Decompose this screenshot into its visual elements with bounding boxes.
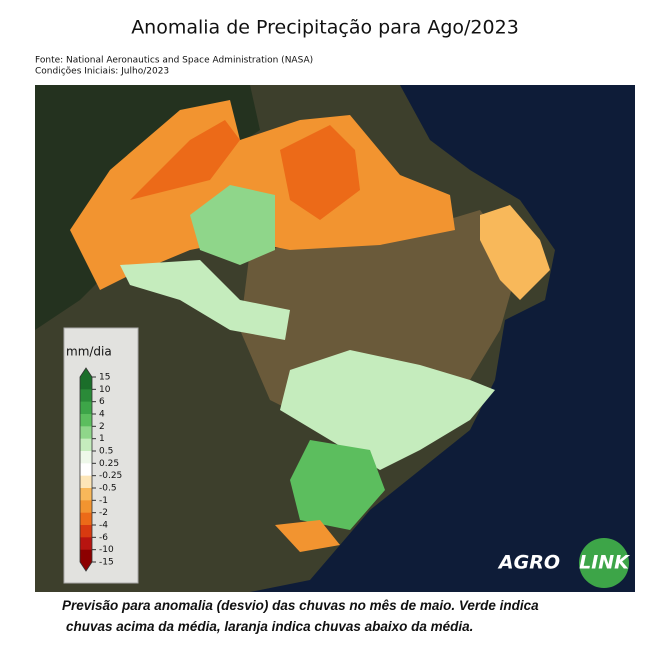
initial-conditions: Condições Iniciais: Julho/2023	[35, 67, 169, 77]
colorbar-arrow-bottom	[80, 562, 92, 571]
colorbar-tick-label: -15	[99, 558, 114, 568]
colorbar-tick-label: 0.25	[99, 459, 119, 469]
dry-anomaly-rs	[275, 520, 340, 552]
colorbar-tick-label: 15	[99, 373, 110, 383]
colorbar-segment	[80, 525, 92, 538]
map: AGRO LINK	[35, 85, 635, 592]
colorbar-tick-label: 0.5	[99, 447, 113, 457]
colorbar-tick-label: -0.5	[99, 484, 117, 494]
colorbar-unit: mm/dia	[66, 345, 112, 359]
colorbar-tick-label: -2	[99, 508, 108, 518]
caption-line: Previsão para anomalia (desvio) das chuv…	[62, 598, 539, 613]
colorbar-tick-label: -6	[99, 533, 108, 543]
colorbar-segment	[80, 549, 92, 563]
logo-left: AGRO	[497, 552, 560, 574]
colorbar-tick-label: -1	[99, 496, 108, 506]
colorbar-tick-label: -0.25	[99, 471, 122, 481]
colorbar-segment	[80, 401, 92, 415]
colorbar-segment	[80, 451, 92, 464]
colorbar-segment	[80, 426, 92, 439]
title: Anomalia de Precipitação para Ago/2023	[131, 17, 519, 39]
colorbar-segment	[80, 389, 92, 402]
colorbar-segment	[80, 537, 92, 550]
colorbar-segment	[80, 377, 92, 390]
colorbar-tick-label: 10	[99, 385, 111, 395]
strong-dry-anomaly	[130, 120, 360, 220]
colorbar-tick-label: -4	[99, 521, 108, 531]
colorbar-tick-label: 1	[99, 434, 105, 444]
colorbar-box	[63, 327, 139, 584]
wet-anomaly-west	[120, 260, 290, 340]
colorbar-tick-label: -10	[99, 545, 114, 555]
colorbar-segment	[80, 475, 92, 489]
colorbar-segment	[80, 512, 92, 526]
colorbar-tick-label: 2	[99, 422, 105, 432]
colorbar-segment	[80, 500, 92, 513]
colorbar-segment	[80, 438, 92, 452]
colorbar: mm/dia 15 10 6 4 2 1 0.5 0.25 -0.25 -0.5 -1 -2 -4 -6 -…	[63, 327, 139, 584]
source: Fonte: National Aeronautics and Space Ad…	[35, 56, 313, 66]
wet-anomaly-amazon	[190, 185, 275, 265]
logo-circle	[579, 538, 629, 588]
colorbar-segment	[80, 488, 92, 501]
colorbar-segment	[80, 463, 92, 476]
wet-anomaly-southeast	[280, 350, 495, 470]
caption-line: chuvas acima da média, laranja indica ch…	[66, 619, 474, 634]
dry-anomaly-northeast	[480, 205, 550, 300]
logo-right: LINK	[579, 552, 630, 574]
colorbar-tick-label: 4	[99, 410, 105, 420]
wet-anomaly-south	[290, 440, 385, 530]
colorbar-tick-label: 6	[99, 397, 105, 407]
colorbar-segment	[80, 414, 92, 427]
colorbar-arrow-top	[80, 368, 92, 377]
